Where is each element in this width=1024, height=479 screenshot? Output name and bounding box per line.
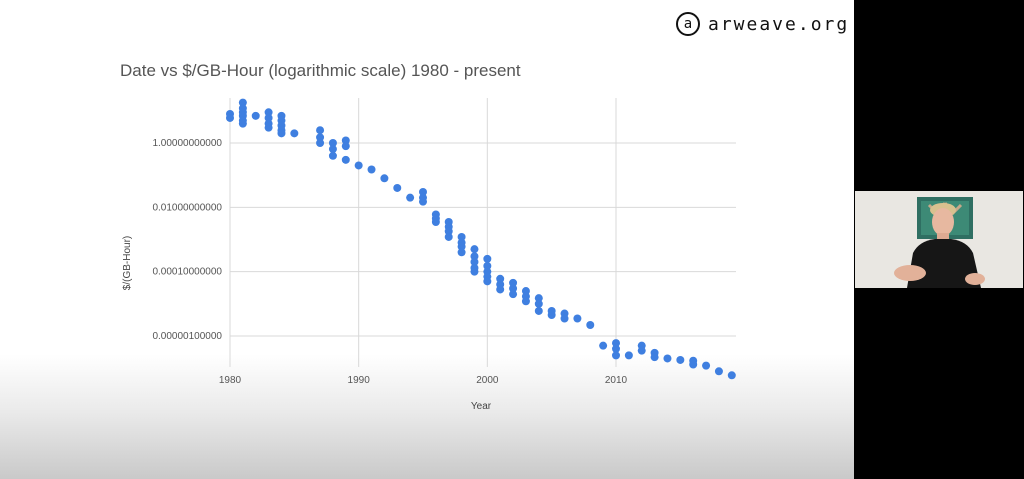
data-point xyxy=(676,355,685,364)
y-axis-label: $/(GB-Hour) xyxy=(122,236,133,290)
data-point xyxy=(328,139,337,147)
data-point xyxy=(470,245,479,254)
data-point xyxy=(316,126,325,135)
data-point xyxy=(431,217,440,226)
data-point xyxy=(226,113,234,122)
data-point xyxy=(238,98,247,107)
data-point xyxy=(483,254,492,263)
y-tick-label: 1.00000000000 xyxy=(152,138,222,149)
x-axis-label: Year xyxy=(471,401,492,412)
presentation-slide: a arweave.org Date vs $/GB-Hour (logarit… xyxy=(0,0,854,479)
data-point xyxy=(470,252,479,261)
chart-title: Date vs $/GB-Hour (logarithmic scale) 19… xyxy=(120,61,521,80)
data-point xyxy=(419,197,427,206)
data-point xyxy=(457,242,466,251)
data-point xyxy=(316,133,325,142)
data-point xyxy=(354,161,363,170)
data-point xyxy=(316,139,325,147)
x-tick-label: 1990 xyxy=(348,375,371,386)
gridlines xyxy=(229,98,736,367)
data-point xyxy=(328,151,337,160)
presenter-video xyxy=(855,191,1023,288)
data-point xyxy=(251,111,260,120)
data-points xyxy=(226,98,736,380)
x-tick-label: 1980 xyxy=(219,375,242,386)
data-point xyxy=(264,108,273,117)
data-point xyxy=(547,310,556,319)
data-point xyxy=(534,299,543,308)
x-tick-label: 2000 xyxy=(476,375,499,386)
data-point xyxy=(521,297,530,306)
data-point xyxy=(457,232,466,241)
webcam-feed xyxy=(855,191,1023,288)
x-tick-label: 2010 xyxy=(605,375,628,386)
data-point xyxy=(663,354,672,363)
data-point xyxy=(341,136,350,145)
data-point xyxy=(624,351,633,360)
data-point xyxy=(586,320,595,329)
data-point xyxy=(637,346,646,355)
data-point xyxy=(509,284,518,293)
data-point xyxy=(328,145,337,154)
data-point xyxy=(560,314,569,323)
data-point xyxy=(509,278,518,287)
x-tick-labels: 1980 1990 2000 2010 xyxy=(219,375,628,386)
data-point xyxy=(393,183,402,192)
y-tick-label: 0.00000100000 xyxy=(152,331,222,342)
data-point xyxy=(612,339,620,348)
data-point xyxy=(444,227,453,236)
data-point xyxy=(264,113,273,122)
data-point xyxy=(483,262,492,271)
data-point xyxy=(341,142,350,151)
data-point xyxy=(534,306,543,315)
data-point xyxy=(573,314,582,323)
data-point xyxy=(612,344,620,353)
data-point xyxy=(341,155,350,164)
data-point xyxy=(689,360,698,369)
arweave-logo-icon: a xyxy=(676,12,700,36)
data-point xyxy=(277,129,286,138)
data-point xyxy=(496,285,505,294)
data-point xyxy=(470,257,479,266)
data-point xyxy=(380,174,389,183)
logo-text: arweave.org xyxy=(708,13,850,35)
data-point xyxy=(367,165,376,174)
y-tick-label: 0.00010000000 xyxy=(152,267,222,278)
data-point xyxy=(599,341,608,350)
data-point xyxy=(419,187,427,196)
data-point xyxy=(264,123,273,132)
data-point xyxy=(470,267,479,276)
scatter-chart: 1.00000000000 0.01000000000 0.00010000000 0… xyxy=(122,98,736,412)
y-tick-labels: 1.00000000000 0.01000000000 0.00010000000 0… xyxy=(152,138,222,342)
data-point xyxy=(496,274,505,283)
data-point xyxy=(509,290,518,299)
data-point xyxy=(238,119,247,128)
arweave-logo: a arweave.org xyxy=(676,10,849,38)
y-tick-label: 0.01000000000 xyxy=(152,202,222,213)
data-point xyxy=(702,361,711,370)
data-point xyxy=(534,294,543,303)
data-point xyxy=(290,129,299,138)
data-point xyxy=(650,353,659,362)
data-point xyxy=(612,351,620,360)
data-point xyxy=(714,367,723,376)
data-point xyxy=(406,193,415,202)
data-point xyxy=(727,371,736,380)
data-point xyxy=(457,248,466,257)
data-point xyxy=(444,232,453,241)
data-point xyxy=(483,277,492,286)
